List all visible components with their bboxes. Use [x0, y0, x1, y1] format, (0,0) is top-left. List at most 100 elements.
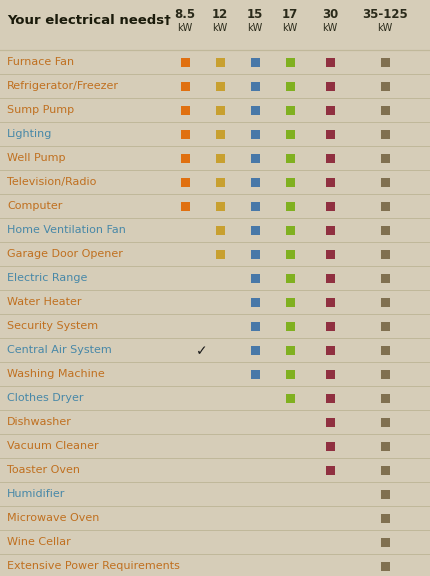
- Bar: [181, 81, 190, 90]
- Bar: [251, 274, 259, 282]
- Bar: [215, 130, 224, 138]
- Text: Central Air System: Central Air System: [7, 345, 112, 355]
- Text: Well Pump: Well Pump: [7, 153, 65, 163]
- Bar: [251, 321, 259, 331]
- Bar: [326, 393, 335, 403]
- Text: kW: kW: [177, 23, 193, 33]
- Bar: [181, 58, 190, 66]
- Bar: [286, 393, 295, 403]
- Bar: [381, 177, 390, 187]
- Text: Computer: Computer: [7, 201, 62, 211]
- Bar: [381, 465, 390, 475]
- Bar: [251, 105, 259, 115]
- Bar: [286, 346, 295, 354]
- Bar: [215, 58, 224, 66]
- Bar: [286, 58, 295, 66]
- Text: Washing Machine: Washing Machine: [7, 369, 105, 379]
- Bar: [326, 153, 335, 162]
- Bar: [181, 130, 190, 138]
- Bar: [381, 346, 390, 354]
- Bar: [381, 202, 390, 210]
- Bar: [286, 130, 295, 138]
- Bar: [381, 81, 390, 90]
- Text: 35-125: 35-125: [362, 8, 408, 21]
- Bar: [215, 81, 224, 90]
- Bar: [326, 249, 335, 259]
- Bar: [381, 369, 390, 378]
- Bar: [286, 321, 295, 331]
- Bar: [251, 177, 259, 187]
- Text: kW: kW: [283, 23, 298, 33]
- Bar: [381, 249, 390, 259]
- Bar: [381, 153, 390, 162]
- Bar: [326, 58, 335, 66]
- Bar: [381, 130, 390, 138]
- Bar: [381, 105, 390, 115]
- Text: Vacuum Cleaner: Vacuum Cleaner: [7, 441, 98, 451]
- Bar: [181, 177, 190, 187]
- Bar: [286, 225, 295, 234]
- Bar: [215, 225, 224, 234]
- Text: Dishwasher: Dishwasher: [7, 417, 72, 427]
- Text: kW: kW: [247, 23, 263, 33]
- Text: Security System: Security System: [7, 321, 98, 331]
- Text: kW: kW: [212, 23, 227, 33]
- Bar: [381, 393, 390, 403]
- Bar: [286, 369, 295, 378]
- Text: 17: 17: [282, 8, 298, 21]
- Text: 15: 15: [247, 8, 263, 21]
- Bar: [286, 249, 295, 259]
- Text: Toaster Oven: Toaster Oven: [7, 465, 80, 475]
- Bar: [381, 297, 390, 306]
- Bar: [286, 153, 295, 162]
- Bar: [381, 441, 390, 450]
- Bar: [286, 177, 295, 187]
- Text: kW: kW: [322, 23, 338, 33]
- Bar: [251, 58, 259, 66]
- Bar: [326, 369, 335, 378]
- Bar: [326, 202, 335, 210]
- Text: Humidifier: Humidifier: [7, 489, 65, 499]
- Text: 12: 12: [212, 8, 228, 21]
- Bar: [326, 346, 335, 354]
- Bar: [181, 105, 190, 115]
- Text: Television/Radio: Television/Radio: [7, 177, 96, 187]
- Bar: [215, 249, 224, 259]
- Bar: [251, 225, 259, 234]
- Text: Lighting: Lighting: [7, 129, 52, 139]
- Bar: [251, 369, 259, 378]
- Bar: [215, 153, 224, 162]
- Bar: [381, 418, 390, 426]
- Bar: [251, 249, 259, 259]
- Bar: [181, 153, 190, 162]
- Text: Sump Pump: Sump Pump: [7, 105, 74, 115]
- Bar: [251, 153, 259, 162]
- Text: Refrigerator/Freezer: Refrigerator/Freezer: [7, 81, 119, 91]
- Text: 30: 30: [322, 8, 338, 21]
- Bar: [326, 105, 335, 115]
- Bar: [326, 441, 335, 450]
- Bar: [326, 274, 335, 282]
- Bar: [251, 297, 259, 306]
- Bar: [381, 513, 390, 522]
- Text: kW: kW: [378, 23, 393, 33]
- Bar: [381, 562, 390, 570]
- Text: Extensive Power Requirements: Extensive Power Requirements: [7, 561, 180, 571]
- Bar: [381, 321, 390, 331]
- Bar: [215, 177, 224, 187]
- Text: Clothes Dryer: Clothes Dryer: [7, 393, 83, 403]
- Text: Water Heater: Water Heater: [7, 297, 82, 307]
- Bar: [251, 81, 259, 90]
- Text: Home Ventilation Fan: Home Ventilation Fan: [7, 225, 126, 235]
- Bar: [381, 58, 390, 66]
- Text: Electric Range: Electric Range: [7, 273, 87, 283]
- Text: Microwave Oven: Microwave Oven: [7, 513, 99, 523]
- Text: Wine Cellar: Wine Cellar: [7, 537, 71, 547]
- Bar: [286, 105, 295, 115]
- Text: Your electrical needs†: Your electrical needs†: [7, 14, 171, 27]
- Bar: [326, 465, 335, 475]
- Bar: [381, 490, 390, 498]
- Bar: [326, 297, 335, 306]
- Bar: [381, 274, 390, 282]
- Bar: [215, 105, 224, 115]
